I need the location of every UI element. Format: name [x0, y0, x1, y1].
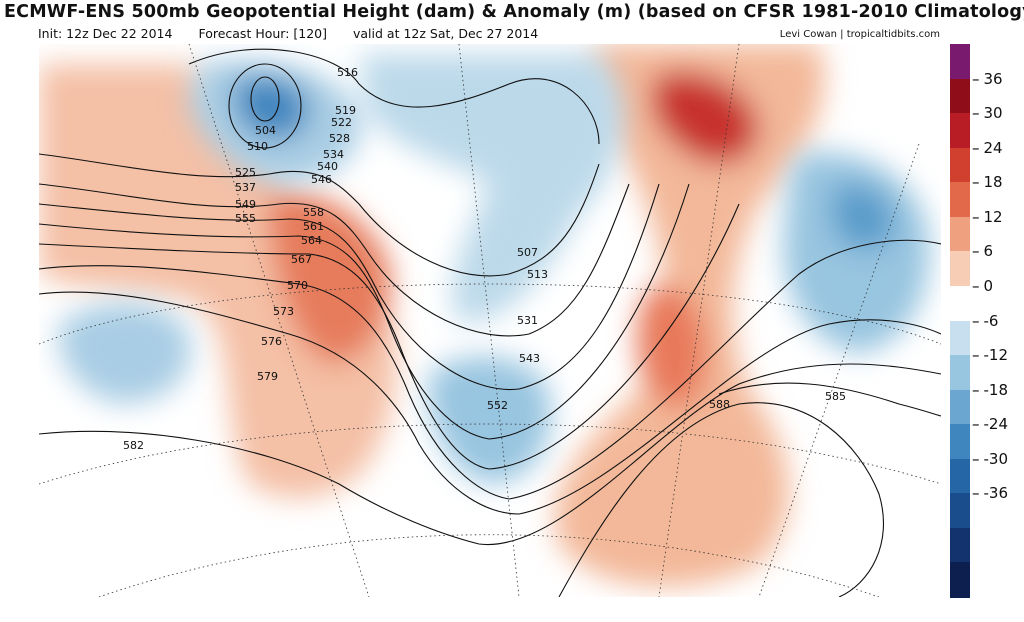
height-label: 525 — [235, 166, 256, 179]
colorbar-tick-label: -12 — [972, 346, 1009, 364]
height-label: 537 — [235, 181, 256, 194]
colorbar-tick-label: 30 — [972, 104, 1003, 122]
contour-labels: 504 510 516 519 522 525 528 531 534 537 … — [123, 66, 846, 452]
anomaly-negative-alaska-core — [234, 75, 309, 139]
height-label: 588 — [709, 398, 730, 411]
colorbar-swatch — [950, 493, 970, 529]
height-label: 504 — [255, 124, 276, 137]
height-label: 573 — [273, 305, 294, 318]
contour-558 — [39, 183, 690, 440]
anomaly-positive-west — [39, 64, 397, 499]
height-label: 519 — [335, 104, 356, 117]
colorbar-swatch — [950, 182, 970, 218]
anomaly-positive-west-core — [269, 192, 391, 364]
colorbar-tick-label: 6 — [972, 242, 994, 260]
contour-585 — [718, 382, 941, 417]
colorbar — [950, 44, 970, 598]
colorbar-tick-label: 18 — [972, 173, 1003, 191]
contour-576 — [39, 291, 941, 515]
anomaly-negative-atlantic — [783, 152, 930, 354]
height-label: 561 — [303, 220, 324, 233]
map-svg: 504 510 516 519 522 525 528 531 534 537 … — [39, 44, 941, 597]
forecast-hour: Forecast Hour: [120] — [198, 26, 328, 41]
contour-525 — [39, 153, 600, 277]
colorbar-tick-label: -18 — [972, 381, 1009, 399]
colorbar-tick-label: 12 — [972, 208, 1003, 226]
contour-582 — [39, 363, 941, 545]
chart-title: ECMWF-ENS 500mb Geopotential Height (dam… — [4, 2, 1024, 22]
colorbar-tick-label: 0 — [972, 277, 994, 295]
height-label: 570 — [287, 279, 308, 292]
anomaly-negative-hudson — [359, 54, 624, 324]
contour-588 — [558, 402, 884, 597]
valid-time: valid at 12z Sat, Dec 27 2014 — [353, 26, 539, 41]
height-label: 516 — [337, 66, 358, 79]
height-contours — [39, 48, 941, 597]
anomaly-negative-pacific — [58, 302, 191, 404]
colorbar-swatch — [950, 44, 970, 80]
height-label: 507 — [517, 246, 538, 259]
contour-564 — [39, 203, 740, 470]
colorbar-swatch — [950, 389, 970, 425]
colorbar-tick-label: -36 — [972, 484, 1009, 502]
colorbar-tick-label: -24 — [972, 415, 1009, 433]
height-label: 558 — [303, 206, 324, 219]
forecast-map: 504 510 516 519 522 525 528 531 534 537 … — [39, 44, 941, 597]
chart-subtitle: Init: 12z Dec 22 2014 Forecast Hour: [12… — [38, 26, 560, 41]
height-label: 546 — [311, 173, 332, 186]
height-label: 531 — [517, 314, 538, 327]
height-label: 528 — [329, 132, 350, 145]
anomaly-negative-atlantic-core — [831, 183, 895, 250]
init-time: Init: 12z Dec 22 2014 — [38, 26, 173, 41]
contour-510 — [228, 63, 302, 149]
height-label: 567 — [291, 253, 312, 266]
colorbar-swatch — [950, 216, 970, 252]
colorbar-swatch — [950, 147, 970, 183]
colorbar-tick-label: -6 — [972, 312, 999, 330]
colorbar-tick-label: -30 — [972, 450, 1009, 468]
anomaly-negative-southwest — [428, 356, 551, 484]
height-label: 564 — [301, 234, 322, 247]
height-label: 513 — [527, 268, 548, 281]
colorbar-swatch — [950, 458, 970, 494]
lat-lon-grid — [39, 44, 941, 597]
colorbar-swatch — [950, 562, 970, 598]
colorbar-swatch — [950, 113, 970, 149]
anomaly-positive-greenland-core — [650, 71, 759, 164]
height-label: 522 — [331, 116, 352, 129]
contour-549 — [39, 183, 660, 391]
height-label: 534 — [323, 148, 344, 161]
colorbar-swatch — [950, 251, 970, 287]
colorbar-swatch — [950, 527, 970, 563]
height-label: 510 — [247, 140, 268, 153]
colorbar-ticks: 36 30 24 18 12 6 0 -6 -12 -18 -24 -30 -36 — [972, 44, 1022, 597]
colorbar-swatch — [950, 424, 970, 460]
height-label: 576 — [261, 335, 282, 348]
contour-504 — [250, 76, 280, 122]
height-label: 582 — [123, 439, 144, 452]
colorbar-swatch — [950, 355, 970, 391]
contour-516 — [188, 48, 600, 145]
height-label: 543 — [519, 352, 540, 365]
colorbar-swatch — [950, 78, 970, 114]
colorbar-tick-label: 24 — [972, 139, 1003, 157]
credit-text: Levi Cowan | tropicaltidbits.com — [779, 29, 940, 40]
contour-570 — [39, 239, 941, 500]
height-label: 549 — [235, 198, 256, 211]
height-label: 579 — [257, 370, 278, 383]
contour-537 — [39, 183, 630, 337]
height-label: 540 — [317, 160, 338, 173]
colorbar-swatch — [950, 320, 970, 356]
colorbar-swatch — [950, 285, 970, 321]
height-label: 552 — [487, 399, 508, 412]
colorbar-tick-label: 36 — [972, 70, 1003, 88]
height-label: 555 — [235, 212, 256, 225]
height-label: 585 — [825, 390, 846, 403]
